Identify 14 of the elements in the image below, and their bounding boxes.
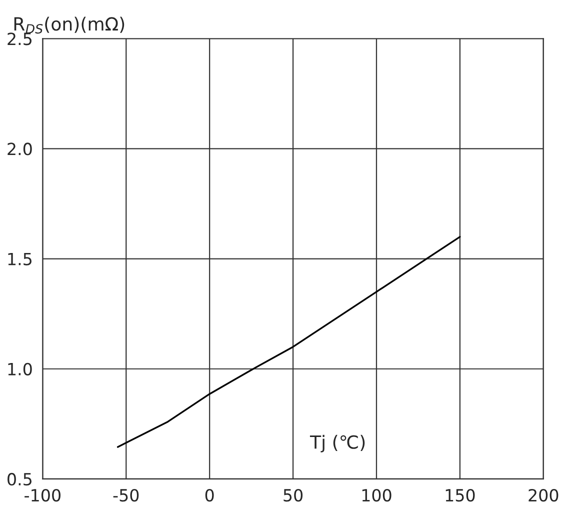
y-tick-label: 1.0	[8, 362, 32, 376]
y-tick-label: 2.5	[8, 32, 32, 46]
x-tick-label: 50	[284, 488, 303, 502]
x-tick-label: 100	[362, 488, 392, 502]
x-tick-label: -50	[113, 488, 139, 502]
x-tick-label: -100	[24, 488, 60, 502]
y-tick-label: 0.5	[8, 472, 32, 486]
x-tick-label: 150	[446, 488, 475, 502]
x-tick-label: 0	[205, 488, 214, 502]
x-axis-title: Tj (℃)	[310, 434, 365, 452]
y-tick-label: 1.5	[8, 252, 32, 266]
x-tick-label: 200	[528, 488, 558, 502]
y-tick-label: 2.0	[8, 142, 32, 156]
y-axis-title: R$_{DS}$(on)(mΩ)	[14, 16, 124, 34]
